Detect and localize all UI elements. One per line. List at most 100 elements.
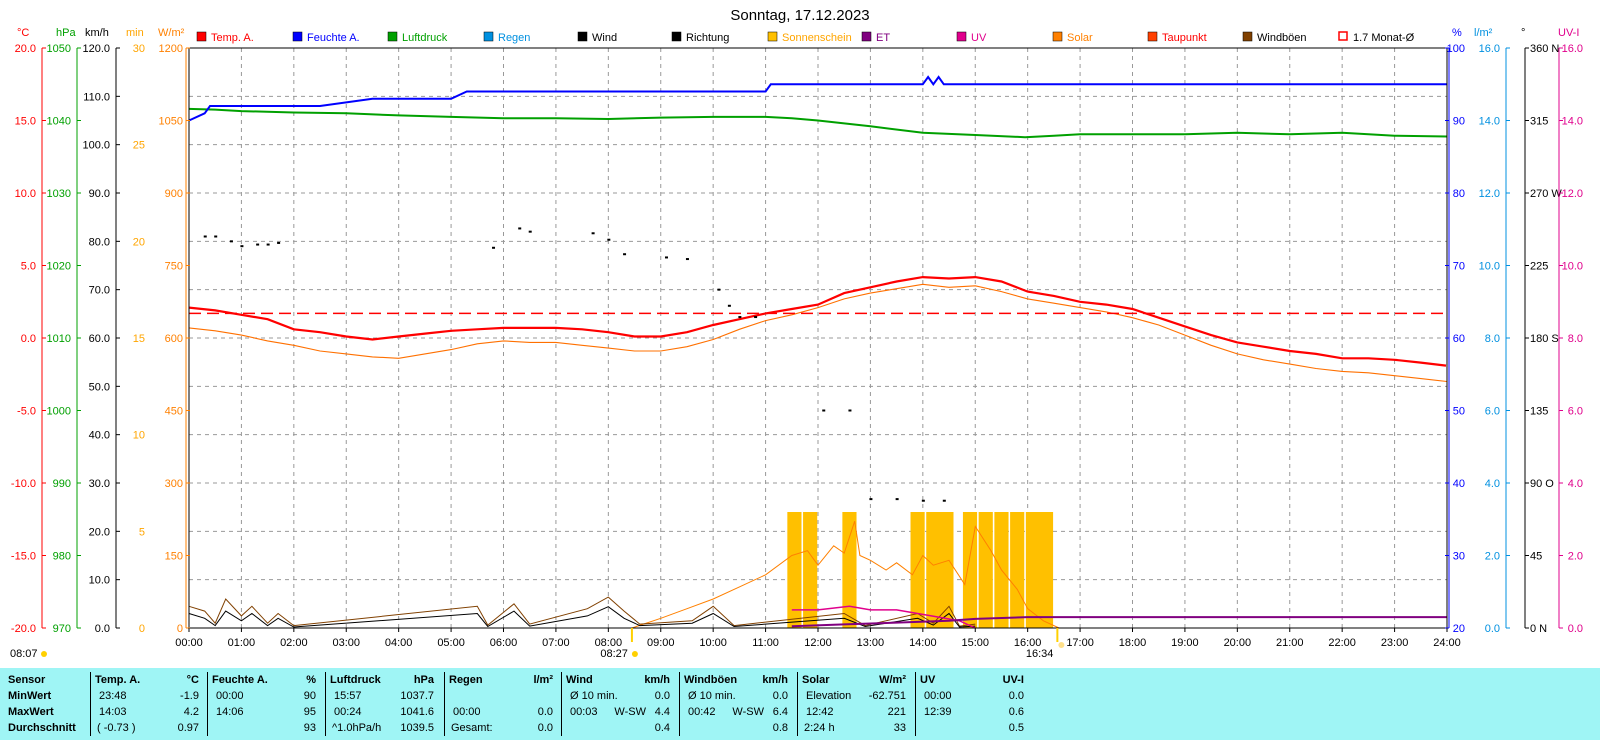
axis-tick-label: 0 <box>139 623 145 635</box>
axis-unit: °C <box>17 27 29 39</box>
axis-tick-label: 135 <box>1530 406 1548 418</box>
axis-tick-label: 45 <box>1530 551 1542 563</box>
x-tick-label: 12:00 <box>804 637 832 649</box>
stats-avg-value: 0.8 <box>772 722 788 734</box>
axis-tick-label: 10.0 <box>1479 261 1500 273</box>
x-tick-label: 02:00 <box>280 637 308 649</box>
axis-tick-label: 20.0 <box>15 43 36 55</box>
legend-swatch <box>1147 31 1158 42</box>
stats-unit: l/m² <box>533 674 553 686</box>
axis-tick-label: 110.0 <box>83 91 110 103</box>
direction-point <box>229 240 233 243</box>
axis-tick-label: 4.0 <box>1568 478 1583 490</box>
x-tick-label: 13:00 <box>857 637 885 649</box>
axis-tick-label: 10.0 <box>89 575 110 587</box>
stats-min-value: 1037.7 <box>400 690 434 702</box>
stats-min-time: 00:00 <box>216 690 244 702</box>
legend-label: Luftdruck <box>402 32 448 44</box>
x-tick-label: 15:00 <box>961 637 989 649</box>
sunshine-bar <box>939 512 954 628</box>
axis-tick-label: 120.0 <box>82 43 110 55</box>
legend-swatch <box>483 31 494 42</box>
direction-point <box>240 245 244 248</box>
axis-tick-label: 450 <box>165 406 183 418</box>
stats-sensor-name: Feuchte A. <box>212 674 268 686</box>
legend-swatch <box>387 31 398 42</box>
stats-min-time: Ø 10 min. <box>688 690 736 702</box>
sunshine-bar <box>1025 512 1040 628</box>
direction-point <box>921 499 925 502</box>
stats-min-value: 0.0 <box>772 690 788 702</box>
x-tick-label: 24:00 <box>1433 637 1461 649</box>
stats-max-time: 12:42 <box>806 706 834 718</box>
stats-min-value: 0.0 <box>654 690 670 702</box>
direction-point <box>607 238 611 241</box>
axis-tick-label: 100.0 <box>82 140 110 152</box>
stats-avg-value: 1039.5 <box>400 722 434 734</box>
direction-point <box>528 230 532 233</box>
sunshine-bar <box>1038 512 1054 628</box>
axis-tick-label: 20.0 <box>89 526 110 538</box>
stats-column-divider <box>90 672 91 736</box>
axis-tick-label: 8.0 <box>1485 333 1500 345</box>
x-tick-label: 16:00 <box>1014 637 1042 649</box>
axis-tick-label: 40 <box>1453 478 1465 490</box>
x-tick-label: 04:00 <box>385 637 413 649</box>
axis-tick-label: 40.0 <box>89 430 110 442</box>
axis-tick-label: 0.0 <box>1568 623 1583 635</box>
axis-tick-label: 2.0 <box>1485 551 1500 563</box>
axis-tick-label: -5.0 <box>17 406 36 418</box>
sunshine-bar <box>978 512 993 628</box>
legend-swatch <box>956 31 967 42</box>
legend-swatch <box>1338 31 1348 41</box>
stats-min-time: Elevation <box>806 690 852 702</box>
axis-tick-label: 14.0 <box>1479 116 1500 128</box>
x-tick-label: 18:00 <box>1119 637 1147 649</box>
stats-max-time: 14:06 <box>216 706 244 718</box>
axis-tick-label: 25 <box>133 140 145 152</box>
axis-tick-label: 50 <box>1453 406 1465 418</box>
axis-tick-label: 1000 <box>47 406 71 418</box>
stats-min-value: -1.9 <box>180 690 199 702</box>
legend-swatch <box>292 31 303 42</box>
series-line-wind <box>188 606 976 628</box>
x-tick-label: 14:00 <box>909 637 937 649</box>
x-tick-label: 09:00 <box>647 637 675 649</box>
weather-chart: Sonntag, 17.12.2023 Temp. A. Feuchte A. Lu… <box>10 7 1583 660</box>
axis-tick-label: 0.0 <box>95 623 110 635</box>
direction-point <box>869 498 873 501</box>
axis-tick-label: 0.0 <box>1485 623 1500 635</box>
axis-tick-label: 30 <box>133 43 145 55</box>
direction-point <box>266 243 270 246</box>
axis-unit: min <box>126 27 144 39</box>
axis-tick-label: 1200 <box>159 43 183 55</box>
axis-tick-label: 970 <box>53 623 71 635</box>
sunshine-bar <box>842 512 857 628</box>
axis-tick-label: 20 <box>1453 623 1465 635</box>
stats-unit: km/h <box>762 674 788 686</box>
legend-label: Solar <box>1067 32 1093 44</box>
axis-tick-label: 0 <box>177 623 183 635</box>
axis-tick-label: 5 <box>139 526 145 538</box>
axis-tick-label: 150 <box>165 551 183 563</box>
axis-tick-label: 180 S <box>1530 333 1559 345</box>
x-tick-label: 01:00 <box>228 637 256 649</box>
legend-label: Taupunkt <box>1162 32 1207 44</box>
stats-avg-value: 93 <box>303 722 316 734</box>
stats-row-label: Sensor <box>8 674 46 686</box>
stats-column-divider <box>444 672 445 736</box>
legend-swatch <box>1052 31 1063 42</box>
axis-tick-label: 225 <box>1530 261 1548 273</box>
axis-tick-label: 270 W <box>1530 188 1562 200</box>
x-tick-label: 03:00 <box>332 637 360 649</box>
axis-tick-label: 10 <box>133 430 145 442</box>
legend-label: 1.7 Monat-Ø <box>1353 32 1415 44</box>
x-tick-label: 23:00 <box>1381 637 1409 649</box>
axis-tick-label: 6.0 <box>1485 406 1500 418</box>
stats-column-divider <box>797 672 798 736</box>
x-tick-label: 20:00 <box>1224 637 1252 649</box>
legend-swatch <box>577 31 588 42</box>
axis-tick-label: 1040 <box>47 116 71 128</box>
stats-max-value: 221 <box>887 706 906 718</box>
legend-label: Regen <box>498 32 530 44</box>
